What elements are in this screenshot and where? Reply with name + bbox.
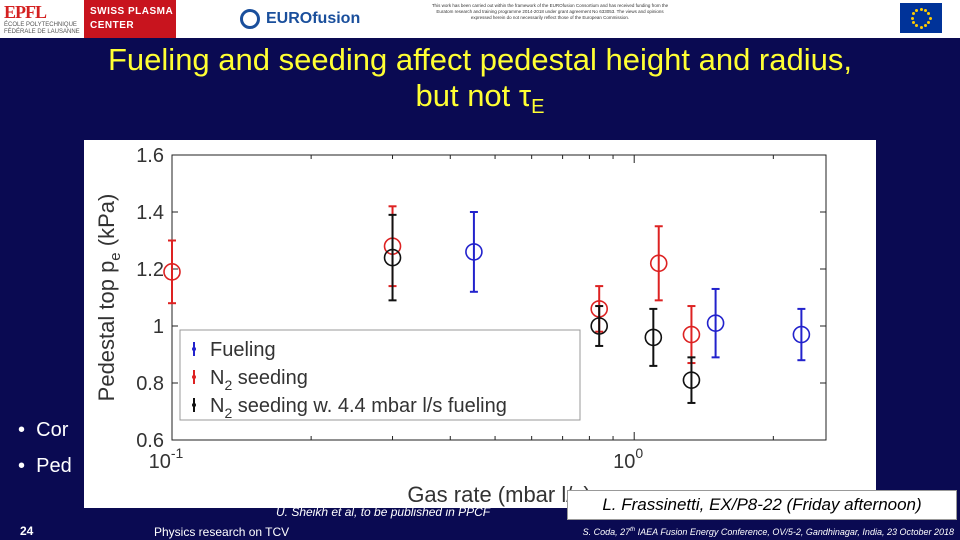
data-point	[590, 317, 609, 335]
footer-right-sup: th	[630, 527, 636, 533]
swiss-plasma-center-logo: SWISS PLASMA CENTER	[84, 0, 176, 38]
swiss-plasma-line2: CENTER	[90, 20, 135, 31]
data-point	[163, 263, 181, 281]
eu-flag-star	[911, 12, 915, 15]
pedestal-chart: 0.60.811.21.41.610-1100101Gas rate (mbar…	[84, 140, 876, 508]
swiss-plasma-line1: SWISS PLASMA	[90, 6, 174, 17]
legend-entry-suffix: seeding	[232, 367, 308, 389]
citation-text: U. Sheikh et al, to be published in PPCF	[276, 505, 491, 519]
x-tick-label: 10-1	[149, 445, 184, 473]
y-tick-label: 1.6	[136, 145, 164, 167]
legend-entry: Fueling	[210, 339, 276, 361]
eu-flag-star	[919, 25, 923, 29]
legend-entry-name: N	[210, 395, 224, 417]
bullet-item-1-text: Cor	[36, 419, 69, 441]
y-tick-label: 0.6	[136, 430, 164, 452]
x-axis-label: Gas rate (mbar l/s)	[407, 482, 590, 507]
legend-marker-dot	[192, 403, 196, 407]
data-point	[682, 325, 701, 344]
eu-flag-star	[927, 12, 931, 15]
eurofusion-label: EUROfusion	[266, 10, 361, 27]
footer-right-pre: S. Coda, 27	[582, 527, 631, 537]
eu-flag-star	[924, 24, 927, 28]
footer-right-text: S. Coda, 27th IAEA Fusion Energy Confere…	[583, 527, 954, 537]
legend-box	[179, 329, 581, 421]
x-tick-exponent: -1	[171, 445, 184, 461]
x-tick-exponent: 0	[635, 445, 643, 461]
legend-entry-name: N	[210, 367, 224, 389]
data-point	[649, 254, 668, 273]
data-point	[792, 325, 811, 344]
slide-title-prefix: but not	[415, 78, 519, 113]
slide-title-tau-subscript: E	[531, 96, 545, 119]
x-tick-label: 100	[613, 445, 643, 473]
eu-flag-star	[911, 21, 915, 24]
eu-flag-icon	[900, 3, 942, 33]
eurofusion-ring-icon	[240, 9, 260, 29]
pedestal-chart-svg: 0.60.811.21.41.610-1100101Gas rate (mbar…	[94, 145, 827, 507]
epfl-logo-mark: EPFL	[4, 2, 47, 22]
legend-entry-name: Fueling	[210, 339, 276, 361]
y-tick-label: 1.4	[136, 202, 164, 224]
data-point	[644, 328, 663, 347]
y-axis-label-main: Pedestal top p	[94, 261, 119, 402]
legend-entry: N2 seeding w. 4.4 mbar l/s fueling	[210, 395, 507, 421]
eu-flag-star	[915, 8, 918, 12]
bullet-item-1: • Cor	[18, 419, 69, 441]
slide-title-tau: τ	[518, 78, 532, 113]
bullet-item-2-text: Ped	[36, 455, 72, 477]
eu-flag-star	[928, 16, 932, 20]
eu-flag-star	[919, 7, 923, 11]
data-point	[706, 314, 725, 332]
bullet-list: • Cor • Ped	[18, 412, 72, 484]
data-point	[383, 248, 402, 267]
y-tick-label: 1.2	[136, 259, 164, 281]
footer-right-post: IAEA Fusion Energy Conference, OV/5-2, G…	[635, 527, 954, 537]
epfl-logo-subtitle: ÉCOLE POLYTECHNIQUE FÉDÉRALE DE LAUSANNE	[4, 22, 80, 35]
eu-flag-star	[910, 16, 914, 20]
bullet-item-2: • Ped	[18, 455, 72, 477]
legend-entry-suffix: seeding w. 4.4 mbar l/s fueling	[232, 395, 507, 417]
slide-title-line2: but not τE	[0, 78, 960, 125]
y-tick-label: 1	[153, 316, 164, 338]
footer-left-text: Physics research on TCV	[154, 525, 290, 539]
header-bar: EPFL ÉCOLE POLYTECHNIQUE FÉDÉRALE DE LAU…	[0, 0, 960, 38]
y-axis-label: Pedestal top pe (kPa)	[94, 194, 124, 402]
legend-marker-dot	[192, 347, 196, 351]
y-axis-label-unit: (kPa)	[94, 194, 119, 253]
footer-bar	[0, 520, 960, 540]
slide-title: Fueling and seeding affect pedestal heig…	[0, 42, 960, 125]
eu-flag-star	[924, 8, 927, 12]
data-point	[465, 243, 483, 261]
legend-entry-sub: 2	[224, 377, 232, 393]
eu-flag-star	[915, 24, 918, 28]
legend-entry: N2 seeding	[210, 367, 308, 393]
x-tick-base: 10	[613, 451, 635, 473]
data-point	[682, 371, 701, 389]
eu-flag-star	[927, 21, 931, 24]
epfl-logo: EPFL ÉCOLE POLYTECHNIQUE FÉDÉRALE DE LAU…	[0, 0, 85, 38]
funding-disclaimer: This work has been carried out within th…	[431, 3, 669, 20]
y-axis-label-sub: e	[107, 252, 124, 260]
y-tick-label: 0.8	[136, 373, 164, 395]
slide-number: 24	[20, 524, 34, 538]
x-tick-base: 10	[149, 451, 171, 473]
eurofusion-logo: EUROfusion	[240, 6, 360, 32]
talk-reference-box: L. Frassinetti, EX/P8-22 (Friday afterno…	[567, 490, 957, 520]
legend-entry-sub: 2	[224, 405, 232, 421]
legend-marker-dot	[192, 375, 196, 379]
slide-title-line1: Fueling and seeding affect pedestal heig…	[108, 42, 852, 77]
